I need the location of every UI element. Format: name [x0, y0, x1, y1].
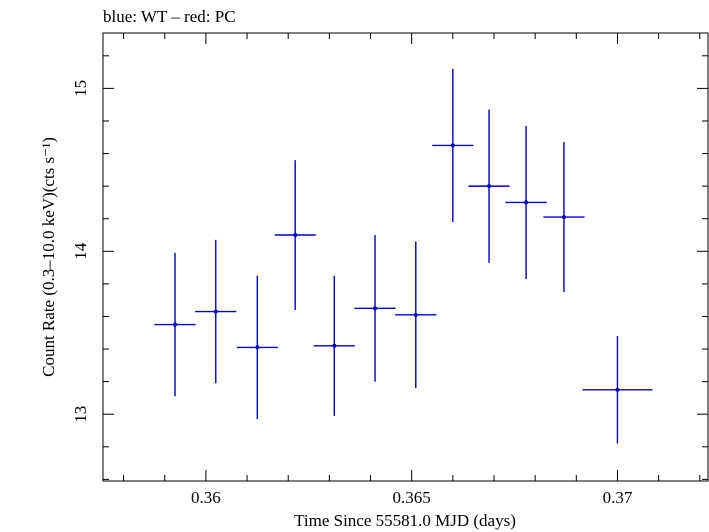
- y-tick-label: 13: [71, 406, 90, 423]
- plot-frame: [102, 32, 709, 482]
- x-axis-tick-labels: 0.36 0.365 0.37: [191, 488, 633, 507]
- y-axis-tick-labels: 13 14 15: [71, 80, 90, 423]
- point-marker: [332, 343, 337, 348]
- point-marker: [615, 387, 620, 392]
- data-point: [236, 275, 278, 420]
- data-point: [543, 142, 585, 293]
- x-tick-label: 0.36: [191, 488, 221, 507]
- point-marker: [213, 309, 218, 314]
- point-marker: [373, 306, 378, 311]
- x-axis-label: Time Since 55581.0 MJD (days): [294, 511, 516, 530]
- data-points: [154, 68, 653, 444]
- data-point: [395, 241, 437, 389]
- data-point: [313, 275, 355, 416]
- data-point: [354, 235, 396, 382]
- x-tick-label: 0.37: [603, 488, 633, 507]
- y-tick-label: 14: [71, 242, 90, 260]
- data-point: [274, 160, 316, 310]
- y-axis-ticks: [103, 55, 708, 480]
- data-point: [432, 68, 474, 222]
- point-marker: [173, 322, 178, 327]
- data-point: [582, 336, 653, 444]
- x-axis-ticks: [123, 33, 701, 481]
- data-point: [468, 109, 510, 263]
- point-marker: [487, 184, 492, 189]
- point-marker: [413, 312, 418, 317]
- point-marker: [255, 345, 260, 350]
- point-marker: [561, 215, 566, 220]
- point-marker: [293, 233, 298, 238]
- data-point: [505, 125, 547, 279]
- point-marker: [524, 200, 529, 205]
- point-marker: [450, 143, 455, 148]
- chart-title: blue: WT – red: PC: [103, 7, 236, 26]
- y-tick-label: 15: [71, 80, 90, 97]
- data-point: [154, 252, 196, 397]
- x-tick-label: 0.365: [393, 488, 431, 507]
- data-point: [195, 239, 237, 384]
- y-axis-label: Count Rate (0.3–10.0 keV)(cts s⁻¹): [39, 137, 58, 377]
